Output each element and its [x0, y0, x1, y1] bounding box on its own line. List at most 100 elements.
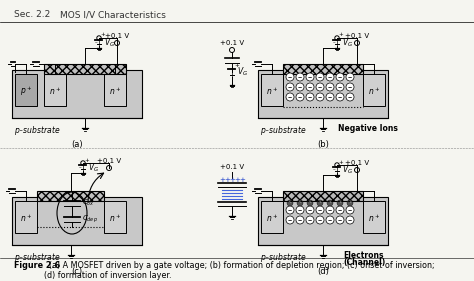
Text: (b): (b): [317, 140, 329, 149]
Text: $n^+$: $n^+$: [266, 212, 278, 224]
Circle shape: [286, 216, 294, 224]
Text: –: –: [328, 206, 332, 215]
Circle shape: [326, 216, 334, 224]
Text: $V_G$: $V_G$: [237, 66, 248, 78]
Text: –: –: [348, 206, 352, 215]
Text: $V_G$: $V_G$: [104, 37, 115, 49]
Text: ·: ·: [309, 201, 311, 205]
Bar: [44, 64, 126, 74]
Text: Figure 2.6: Figure 2.6: [14, 261, 60, 270]
Text: ·: ·: [339, 201, 341, 205]
Circle shape: [336, 216, 344, 224]
Bar: [37, 191, 104, 201]
Circle shape: [317, 200, 323, 206]
Circle shape: [346, 206, 354, 214]
Text: –: –: [308, 206, 312, 215]
Circle shape: [306, 216, 314, 224]
Circle shape: [336, 73, 344, 81]
Bar: [15, 201, 37, 233]
Text: –: –: [288, 206, 292, 215]
Text: –: –: [298, 83, 302, 92]
Circle shape: [297, 200, 303, 206]
Text: +: +: [84, 157, 89, 162]
Text: Negative Ions: Negative Ions: [338, 124, 398, 133]
Text: $p^+$: $p^+$: [20, 84, 32, 98]
Bar: [363, 201, 385, 233]
Text: +: +: [338, 33, 343, 37]
Text: (Channel): (Channel): [343, 258, 385, 267]
Circle shape: [346, 73, 354, 81]
Text: –: –: [308, 73, 312, 82]
Text: –: –: [338, 93, 342, 102]
Circle shape: [326, 206, 334, 214]
Text: –: –: [318, 206, 322, 215]
Text: $C_{dep}$: $C_{dep}$: [82, 213, 98, 225]
Text: –: –: [298, 206, 302, 215]
Text: –: –: [298, 93, 302, 102]
Text: –: –: [318, 73, 322, 82]
Text: +: +: [239, 177, 245, 183]
Text: –: –: [288, 216, 292, 225]
Text: $p$–substrate: $p$–substrate: [260, 124, 306, 137]
Circle shape: [316, 216, 324, 224]
Text: –: –: [338, 216, 342, 225]
Text: $n^+$: $n^+$: [20, 212, 32, 224]
Text: –: –: [328, 73, 332, 82]
Text: +: +: [224, 177, 230, 183]
Text: $C_{ox}$: $C_{ox}$: [82, 198, 95, 208]
Text: +: +: [229, 177, 235, 183]
Text: (c): (c): [72, 267, 82, 276]
Bar: [363, 74, 385, 106]
Text: $p$–substrate: $p$–substrate: [14, 124, 60, 137]
Circle shape: [286, 73, 294, 81]
Text: Electrons: Electrons: [343, 251, 383, 260]
Text: +: +: [100, 33, 105, 37]
Text: –: –: [308, 83, 312, 92]
Text: +: +: [234, 63, 239, 68]
Bar: [12, 197, 142, 245]
Text: $n^+$: $n^+$: [109, 85, 121, 97]
Text: –: –: [79, 166, 82, 171]
Circle shape: [346, 93, 354, 101]
Text: $n^+$: $n^+$: [109, 212, 121, 224]
Circle shape: [306, 93, 314, 101]
Circle shape: [306, 73, 314, 81]
Text: MOS I/V Characteristics: MOS I/V Characteristics: [60, 10, 166, 19]
Circle shape: [286, 206, 294, 214]
Text: +0.1 V: +0.1 V: [220, 164, 244, 170]
Text: –: –: [308, 216, 312, 225]
Text: –: –: [328, 216, 332, 225]
Circle shape: [347, 200, 353, 206]
Bar: [258, 70, 388, 118]
Text: Sec. 2.2: Sec. 2.2: [14, 10, 50, 19]
Text: (a): (a): [71, 140, 83, 149]
Text: ·: ·: [299, 201, 301, 205]
Text: –: –: [348, 73, 352, 82]
Text: ·: ·: [289, 201, 291, 205]
Text: $p$–substrate: $p$–substrate: [260, 251, 306, 264]
Circle shape: [336, 83, 344, 91]
Circle shape: [316, 83, 324, 91]
Circle shape: [346, 216, 354, 224]
Text: +0.1 V: +0.1 V: [97, 158, 121, 164]
Circle shape: [337, 200, 343, 206]
Circle shape: [316, 206, 324, 214]
Text: ·: ·: [329, 201, 331, 205]
Circle shape: [296, 216, 304, 224]
Text: +0.1 V: +0.1 V: [220, 40, 244, 46]
Bar: [12, 70, 142, 118]
Circle shape: [336, 206, 344, 214]
Circle shape: [336, 93, 344, 101]
Text: (d): (d): [317, 267, 329, 276]
Text: +: +: [219, 177, 225, 183]
Bar: [283, 64, 363, 74]
Text: $n^+$: $n^+$: [266, 85, 278, 97]
Bar: [258, 197, 388, 245]
Circle shape: [316, 73, 324, 81]
Text: ·: ·: [319, 201, 321, 205]
Text: $n^+$: $n^+$: [368, 212, 380, 224]
Circle shape: [326, 73, 334, 81]
Text: +: +: [338, 160, 343, 164]
Text: –: –: [328, 93, 332, 102]
Circle shape: [296, 73, 304, 81]
